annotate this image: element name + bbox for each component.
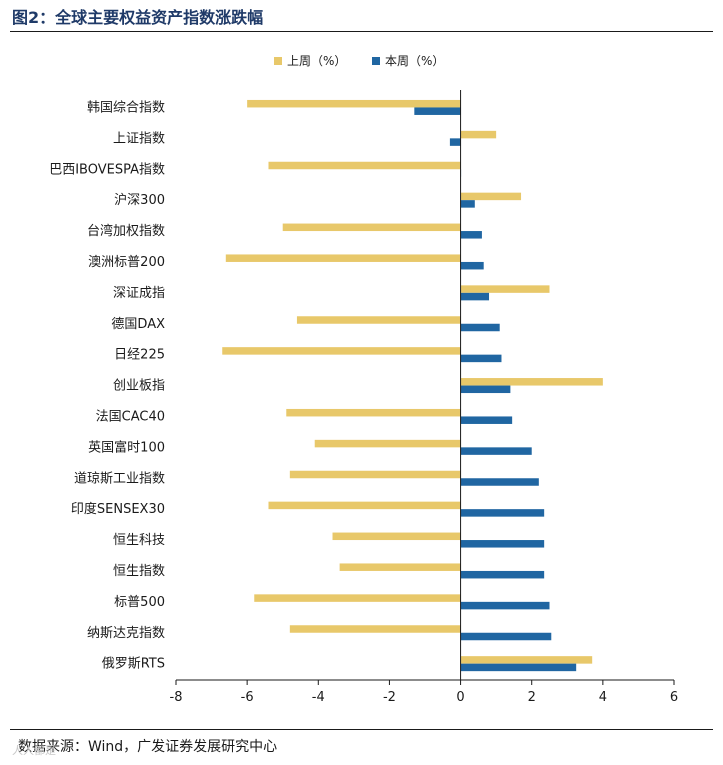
legend-swatch (274, 57, 282, 65)
bar-current-week (460, 231, 482, 239)
source-note: 人人都是 数据来源：Wind，广发证券发展研究中心 (12, 736, 278, 757)
bar-previous-week (296, 316, 461, 324)
x-tick-label: -2 (383, 690, 396, 705)
x-tick-label: 6 (670, 690, 678, 705)
title-divider (10, 31, 713, 32)
bar-previous-week (289, 625, 461, 633)
category-label: 法国CAC40 (96, 409, 165, 424)
series-current-week (414, 107, 577, 672)
bar-previous-week (268, 161, 461, 170)
bar-current-week (460, 663, 577, 672)
category-label: 创业板指 (113, 379, 165, 394)
bar-previous-week (460, 378, 603, 386)
bar-previous-week (460, 285, 550, 293)
bar-previous-week (268, 501, 461, 510)
category-label: 道琼斯工业指数 (74, 471, 165, 486)
bar-current-week (460, 261, 484, 270)
x-tick-label: 4 (599, 690, 607, 705)
bar-current-week (449, 138, 461, 146)
bar-previous-week (247, 99, 461, 108)
bar-current-week (414, 107, 461, 115)
x-tick-label: 0 (456, 690, 464, 705)
bar-previous-week (225, 254, 461, 262)
x-tick-label: -8 (170, 690, 183, 705)
bar-previous-week (314, 439, 461, 448)
bar-current-week (460, 416, 513, 424)
legend-label: 上周（%） (287, 54, 346, 68)
bar-current-week (460, 385, 511, 394)
bar-previous-week (286, 408, 461, 417)
figure-title: 图2：全球主要权益资产指数涨跌幅 (12, 8, 264, 27)
bar-current-week (460, 292, 490, 301)
chart-legend: 上周（%） 本周（%） (274, 54, 444, 68)
category-label: 英国富时100 (88, 439, 165, 455)
bar-previous-week (460, 656, 593, 664)
category-label: 深证成指 (113, 286, 165, 301)
bar-current-week (460, 601, 550, 610)
bar-previous-week (289, 470, 461, 479)
bar-current-week (460, 540, 545, 548)
watermark: 人人都是 (12, 744, 56, 757)
bar-current-week (460, 570, 545, 579)
bar-previous-week (460, 130, 497, 139)
bar-previous-week (282, 223, 461, 232)
category-label: 恒生指数 (113, 564, 165, 579)
x-axis: -8 -6 -4 -2 0 2 4 6 (170, 90, 678, 705)
legend-label: 本周（%） (385, 54, 444, 68)
bar-previous-week (222, 347, 461, 355)
x-tick-label: 2 (528, 690, 536, 705)
category-label: 日经225 (114, 348, 165, 363)
series-previous-week (222, 99, 603, 664)
category-label: 上证指数 (113, 131, 165, 146)
x-tick-label: -6 (241, 690, 254, 705)
bar-previous-week (460, 192, 522, 201)
category-label: 恒生科技 (113, 533, 165, 548)
category-label: 俄罗斯RTS (102, 657, 165, 672)
category-label: 德国DAX (111, 317, 165, 332)
source-text: 数据来源：Wind，广发证券发展研究中心 (18, 739, 278, 755)
bar-previous-week (254, 594, 461, 602)
bar-current-week (460, 632, 552, 641)
bar-current-week (460, 447, 532, 455)
category-label: 韩国综合指数 (87, 100, 165, 115)
category-label: 标普500 (114, 595, 165, 610)
legend-swatch (372, 57, 380, 65)
category-label: 沪深300 (114, 192, 165, 208)
bar-current-week (460, 354, 502, 363)
x-tick-label: -4 (312, 690, 325, 705)
category-label: 印度SENSEX30 (71, 501, 165, 517)
category-label: 澳洲标普200 (88, 254, 165, 270)
category-label: 台湾加权指数 (87, 223, 165, 239)
bar-current-week (460, 509, 545, 517)
bar-current-week (460, 478, 539, 486)
bar-current-week (460, 323, 500, 332)
bar-previous-week (339, 563, 461, 571)
category-label: 纳斯达克指数 (87, 626, 165, 641)
bar-current-week (460, 200, 475, 208)
category-label: 巴西IBOVESPA指数 (49, 162, 165, 177)
bar-previous-week (332, 532, 461, 541)
footer-divider (10, 729, 713, 730)
